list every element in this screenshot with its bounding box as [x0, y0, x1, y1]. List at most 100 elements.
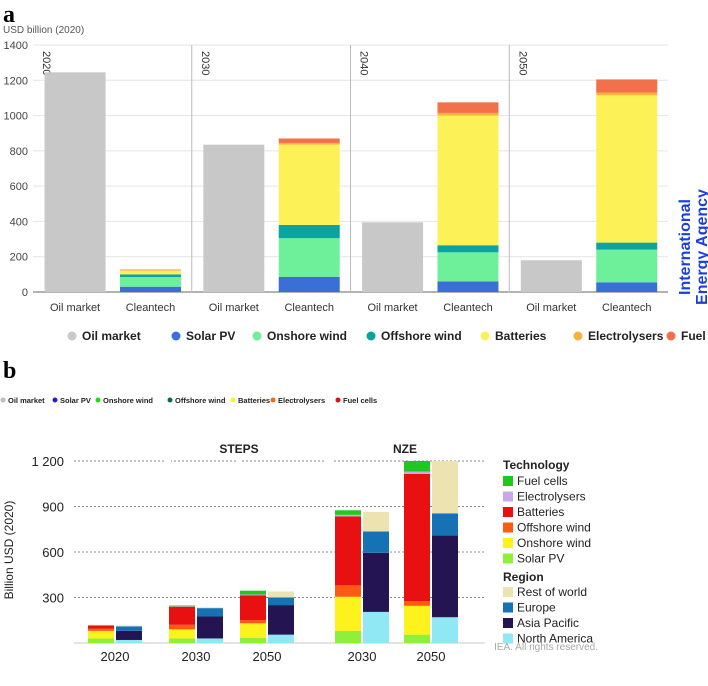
legend-swatch-region-europe	[503, 603, 513, 613]
legend-marker-electrolysers	[574, 332, 583, 341]
x-label-2040-cleantech: Cleantech	[443, 302, 493, 314]
bar-tech-3-2030-fuel-cells	[335, 510, 361, 515]
bar-tech-4-2050-batteries	[404, 474, 430, 601]
y-tick-0: 0	[22, 287, 28, 299]
bar-segment-2050-cleantech-batteries	[596, 95, 657, 242]
bar-tech-4-2050-fuel-cells	[404, 461, 430, 472]
bar-tech-3-2030-solar-pv	[335, 631, 361, 643]
bar-tech-3-2030-electrolysers	[335, 515, 361, 517]
bar-tech-1-2030-onshore-wind	[169, 629, 195, 638]
legend-title-region: Region	[503, 570, 544, 584]
panel-b-ylabel: Billion USD (2020)	[2, 501, 16, 600]
bar-segment-2040-cleantech-offshore-wind	[437, 245, 498, 252]
bar-segment-2030-cleantech-fuel-cells	[279, 139, 340, 143]
legend-marker-oil-market	[68, 332, 77, 341]
bar-region-2-2050-europe	[268, 598, 294, 606]
x-label-2050-cleantech: Cleantech	[602, 302, 652, 314]
bar-region-0-2020-north-america	[116, 640, 142, 643]
y-tick-1200: 1200	[4, 75, 28, 87]
bar-tech-1-2030-solar-pv	[169, 638, 195, 643]
top-legend-marker-onshore-wind	[96, 398, 101, 403]
x-label-2040-oil-market: Oil market	[368, 302, 418, 314]
bar-segment-2050-cleantech-offshore-wind	[596, 243, 657, 250]
legend-swatch-tech-onshore-wind	[503, 538, 513, 548]
x-label-2050-oil-market: Oil market	[526, 302, 576, 314]
legend-swatch-tech-batteries	[503, 507, 513, 517]
x-label-2020-cleantech: Cleantech	[126, 302, 176, 314]
legend-title-technology: Technology	[503, 458, 570, 472]
legend-swatch-tech-offshore-wind	[503, 523, 513, 533]
legend-marker-solar-pv	[172, 332, 181, 341]
bar-tech-2-2050-batteries	[240, 595, 266, 620]
bar-tech-2-2050-electrolysers	[240, 594, 266, 595]
legend-label-region-rest-of-world: Rest of world	[517, 585, 587, 599]
y-tick-900: 900	[42, 500, 64, 515]
bar-tech-0-2020-solar-pv	[88, 638, 114, 643]
legend-label-tech-onshore-wind: Onshore wind	[517, 536, 591, 550]
top-legend-label-electrolysers: Electrolysers	[278, 396, 325, 405]
top-legend-label-offshore-wind: Offshore wind	[175, 396, 226, 405]
y-tick-1000: 1000	[4, 111, 28, 123]
bar-region-2-2050-north-america	[268, 635, 294, 643]
bar-tech-1-2030-fuel-cells	[169, 606, 195, 607]
legend-label-tech-offshore-wind: Offshore wind	[517, 521, 591, 535]
panel-a-x-labels: Oil market Cleantech Oil market Cleantech Oi…	[50, 302, 651, 314]
scenario-label-nze: NZE	[393, 442, 417, 456]
bar-region-3-2030-europe	[363, 532, 389, 553]
bar-region-3-2030-north-america	[363, 612, 389, 643]
brand-line-2: Energy Agency	[694, 189, 708, 305]
bar-segment-2050-cleantech-solar-pv	[596, 282, 657, 292]
bar-region-1-2030-north-america	[197, 638, 223, 643]
top-legend-marker-solar-pv	[53, 398, 58, 403]
panel-a: a USD billion (2020) 0200400600800100012…	[3, 2, 708, 343]
legend-swatch-region-asia-pacific	[503, 618, 513, 628]
bar-region-3-2030-rest-of-world	[363, 512, 389, 532]
x-label-1-2030: 2030	[182, 649, 211, 664]
bar-segment-2030-cleantech-electrolysers	[279, 143, 340, 145]
bar-tech-3-2030-batteries	[335, 516, 361, 585]
bar-tech-0-2020-onshore-wind	[88, 631, 114, 639]
legend-marker-offshore-wind	[367, 332, 376, 341]
bar-segment-2040-cleantech-batteries	[437, 116, 498, 246]
bar-segment-2020-cleantech-batteries	[120, 270, 181, 274]
bar-region-4-2050-asia-pacific	[432, 535, 458, 617]
top-legend-label-fuel-cells: Fuel cells	[343, 396, 377, 405]
y-tick-400: 400	[10, 216, 28, 228]
top-legend-marker-fuel-cells	[336, 398, 341, 403]
x-label-2030-oil-market: Oil market	[209, 302, 259, 314]
legend-label-onshore-wind: Onshore wind	[267, 329, 347, 343]
bar-region-4-2050-europe	[432, 513, 458, 535]
top-legend-label-solar-pv: Solar PV	[60, 396, 91, 405]
legend-label-fuel-cells: Fuel cells	[681, 329, 708, 343]
bar-region-0-2020-rest-of-world	[116, 626, 142, 627]
legend-label-tech-fuel-cells: Fuel cells	[517, 474, 568, 488]
bar-segment-2050-cleantech-electrolysers	[596, 93, 657, 96]
bar-segment-2030-cleantech-offshore-wind	[279, 225, 340, 238]
bar-segment-2020-oil-market-oil-market	[45, 72, 106, 292]
bar-tech-4-2050-electrolysers	[404, 472, 430, 474]
gridline-gap-1	[236, 460, 242, 463]
gridline-gap-0	[165, 460, 171, 463]
y-tick-600: 600	[10, 181, 28, 193]
top-legend-marker-oil-market	[1, 398, 6, 403]
panel-a-ylabel: USD billion (2020)	[3, 25, 84, 36]
bar-segment-2020-cleantech-solar-pv	[120, 287, 181, 292]
legend-swatch-tech-fuel-cells	[503, 476, 513, 486]
bar-segment-2040-cleantech-onshore-wind	[437, 252, 498, 281]
bar-segment-2050-cleantech-fuel-cells	[596, 79, 657, 92]
legend-marker-batteries	[481, 332, 490, 341]
bar-tech-1-2030-electrolysers	[169, 606, 195, 607]
bar-tech-4-2050-onshore-wind	[404, 606, 430, 635]
y-tick-200: 200	[10, 252, 28, 264]
bar-region-4-2050-rest-of-world	[432, 461, 458, 513]
bar-segment-2040-cleantech-electrolysers	[437, 113, 498, 116]
legend-label-region-asia-pacific: Asia Pacific	[517, 616, 579, 630]
legend-label-batteries: Batteries	[495, 329, 547, 343]
top-legend-marker-offshore-wind	[168, 398, 173, 403]
legend-label-tech-electrolysers: Electrolysers	[517, 490, 586, 504]
legend-label-electrolysers: Electrolysers	[588, 329, 664, 343]
bar-segment-2020-cleantech-fuel-cells	[120, 270, 181, 271]
